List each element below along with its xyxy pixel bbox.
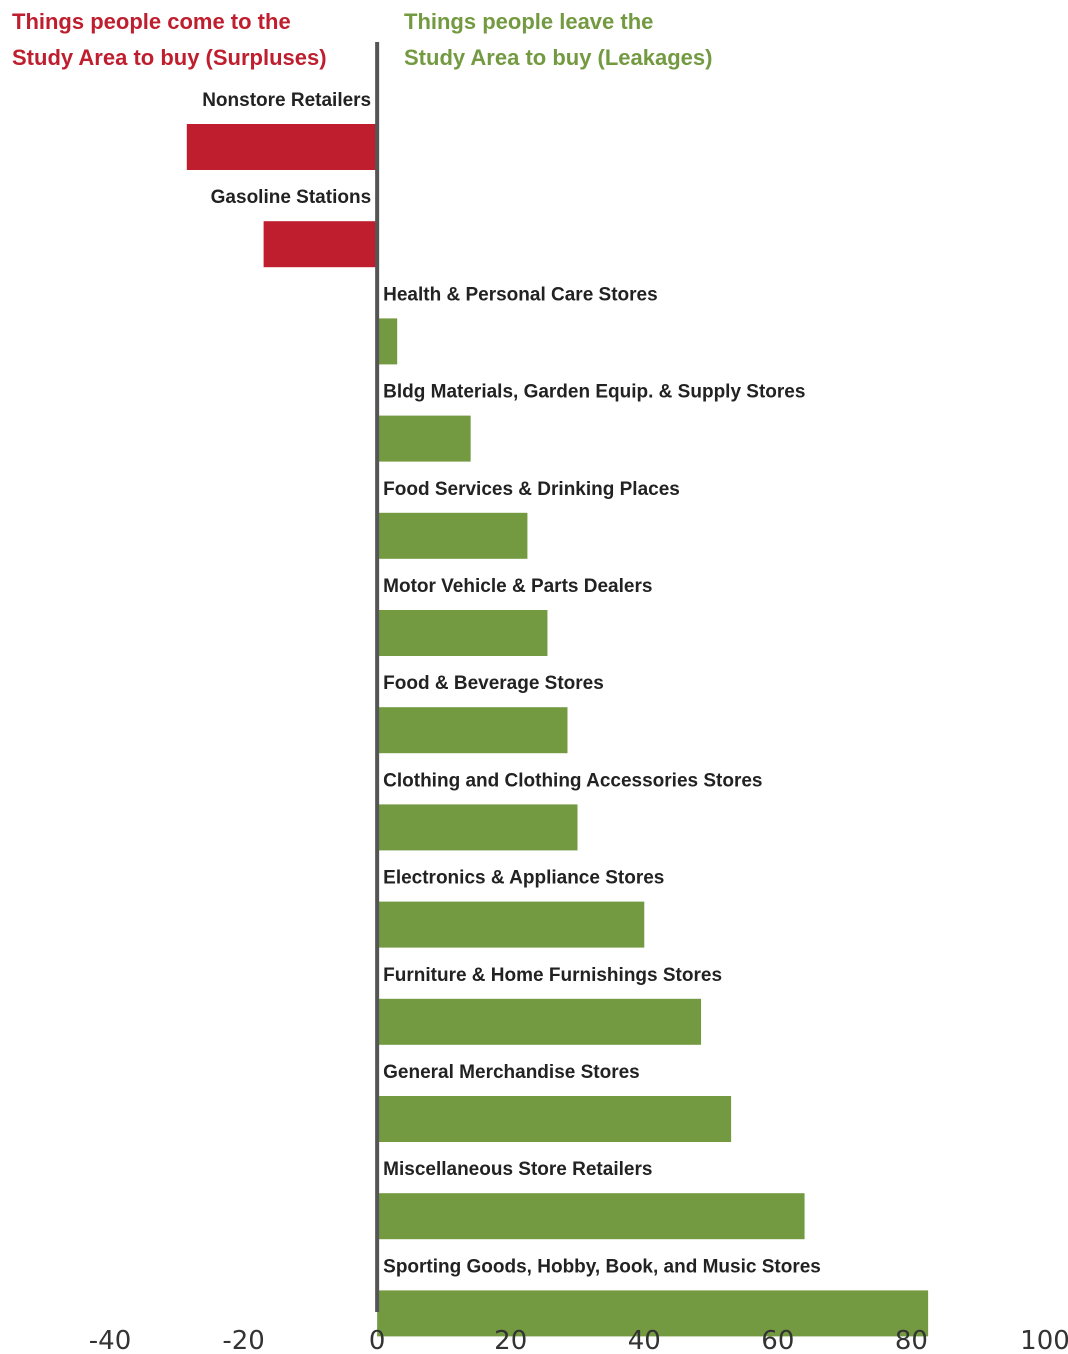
leakage-header-line1: Things people leave the: [404, 9, 654, 34]
bar-5: [377, 610, 548, 656]
bar-labels-group: Nonstore Retailers Gasoline Stations Healt…: [202, 90, 821, 1277]
bar-label-8: Electronics & Appliance Stores: [383, 868, 664, 889]
bar-label-3: Bldg Materials, Garden Equip. & Supply S…: [383, 382, 805, 403]
bar-label-7: Clothing and Clothing Accessories Stores: [383, 770, 762, 791]
bar-label-2: Health & Personal Care Stores: [383, 284, 658, 305]
surplus-header-line1: Things people come to the: [12, 9, 291, 34]
bar-label-5: Motor Vehicle & Parts Dealers: [383, 576, 652, 597]
x-tick-label-2: 0: [369, 1326, 386, 1354]
leakage-header-line2: Study Area to buy (Leakages): [404, 45, 713, 70]
bar-2: [377, 318, 398, 365]
bar-label-12: Sporting Goods, Hobby, Book, and Music S…: [383, 1256, 821, 1277]
x-tick-label-6: 80: [895, 1326, 928, 1354]
leakage-header: Things people leave the Study Area to bu…: [404, 4, 712, 76]
bar-3: [377, 415, 471, 462]
bar-11: [377, 1193, 805, 1240]
bar-10: [377, 1096, 732, 1142]
bar-4: [377, 512, 528, 559]
surplus-header: Things people come to the Study Area to …: [12, 4, 327, 76]
bar-label-6: Food & Beverage Stores: [383, 673, 604, 694]
bar-label-11: Miscellaneous Store Retailers: [383, 1159, 652, 1180]
bar-12: [377, 1290, 929, 1337]
bar-9: [377, 998, 702, 1045]
x-tick-labels-group: -40 -20 0 20 40 60 80 100: [89, 1326, 1068, 1354]
bar-label-9: Furniture & Home Furnishings Stores: [383, 965, 722, 986]
bar-1: [263, 221, 378, 268]
bar-label-1: Gasoline Stations: [211, 187, 371, 208]
bars-group: [186, 124, 929, 1337]
x-tick-label-5: 60: [761, 1326, 794, 1354]
x-tick-label-3: 20: [494, 1326, 527, 1354]
bar-8: [377, 901, 645, 948]
bar-label-10: General Merchandise Stores: [383, 1062, 640, 1083]
x-tick-label-0: -40: [89, 1326, 131, 1354]
x-tick-label-1: -20: [222, 1326, 264, 1354]
x-tick-label-7: 100: [1020, 1326, 1068, 1354]
bar-label-4: Food Services & Drinking Places: [383, 479, 680, 500]
bar-7: [377, 804, 578, 851]
surplus-header-line2: Study Area to buy (Surpluses): [12, 45, 327, 70]
bar-6: [377, 707, 568, 754]
bar-label-0: Nonstore Retailers: [202, 90, 371, 111]
x-tick-label-4: 40: [628, 1326, 661, 1354]
bar-0: [186, 124, 378, 170]
